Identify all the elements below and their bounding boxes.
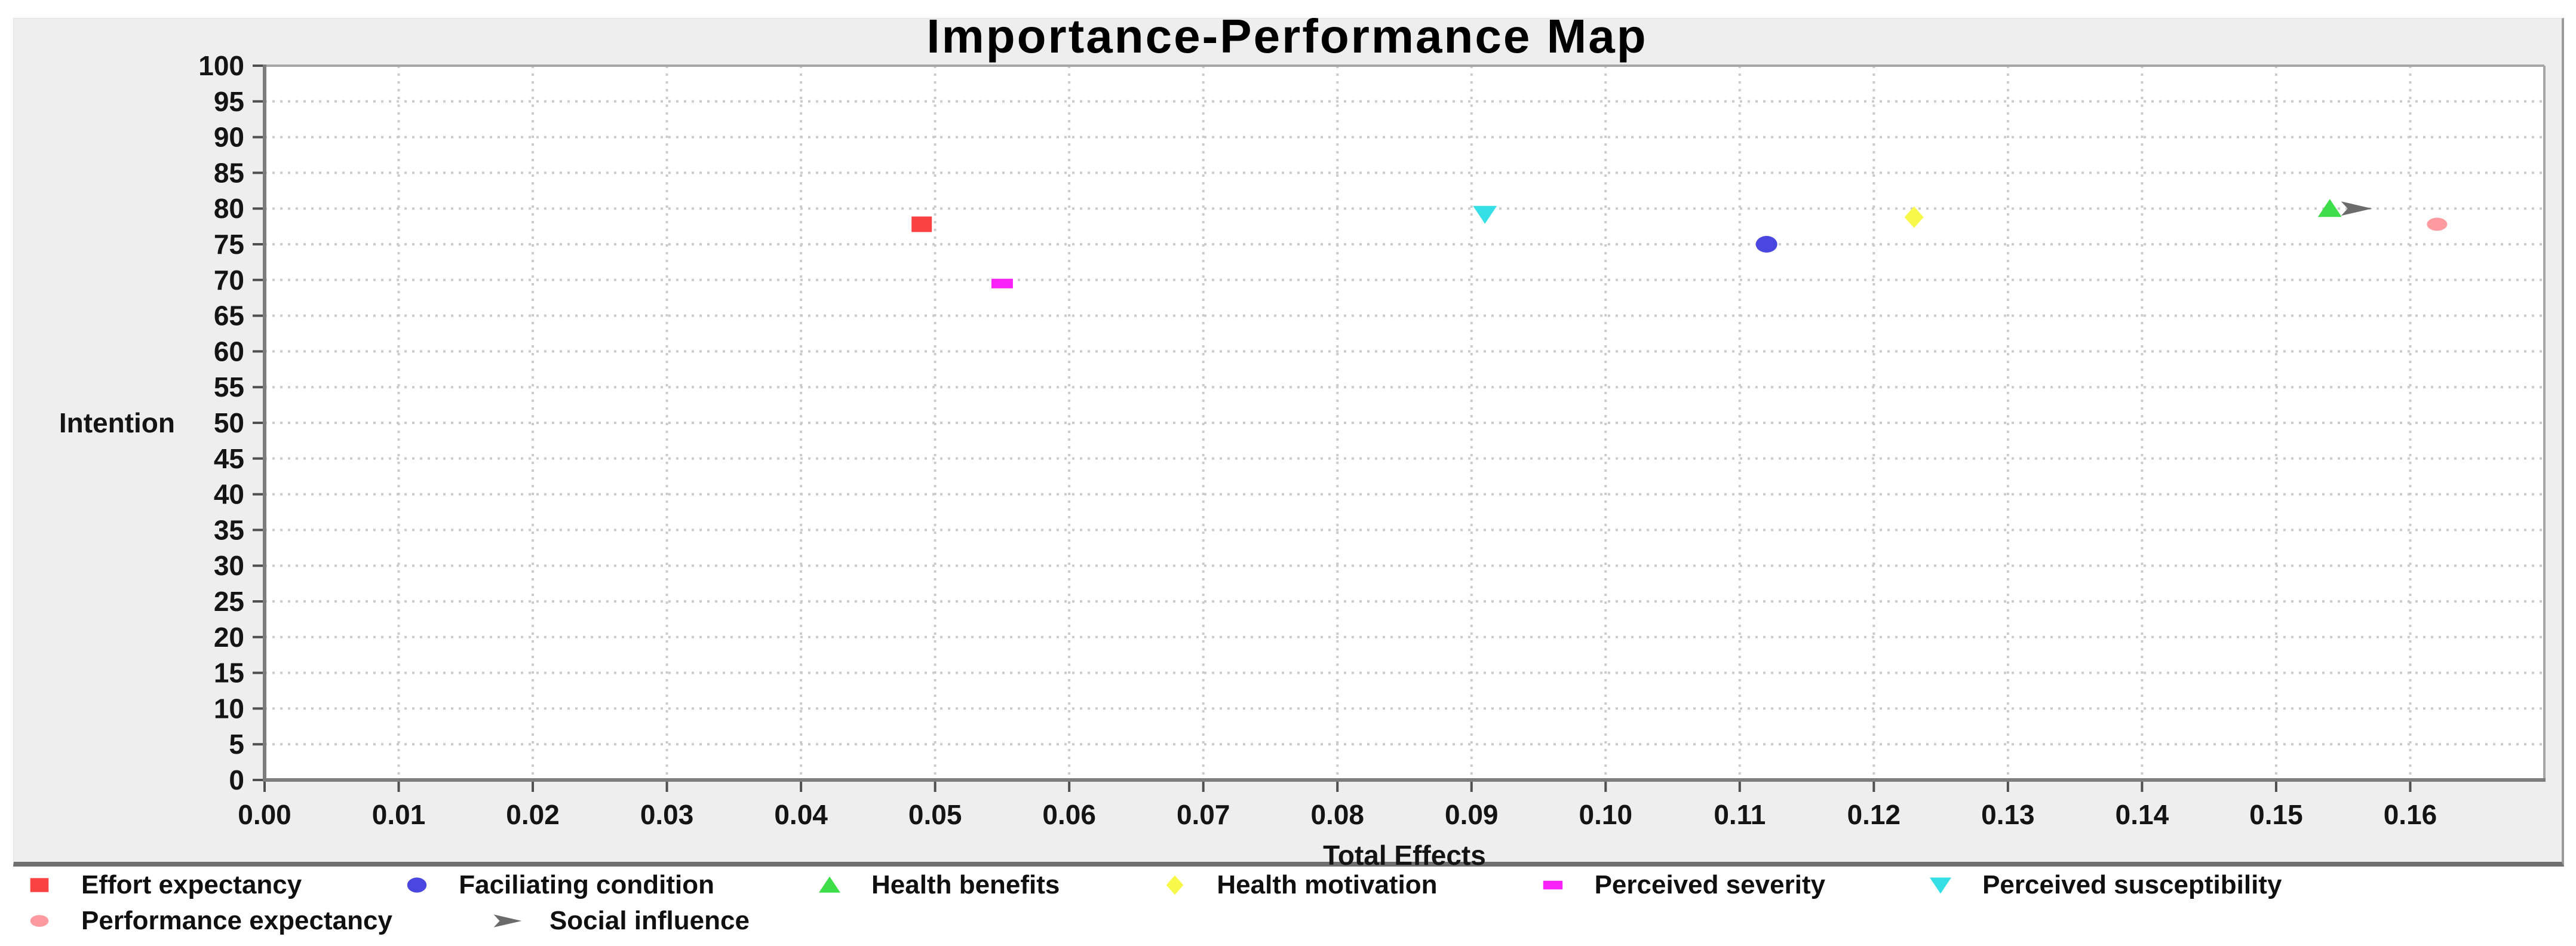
y-tick-label: 40	[214, 479, 244, 510]
chart-title: Importance-Performance Map	[926, 10, 1648, 63]
point-perceived-susceptibility: Perceived susceptibility (0.091, 79.2)	[1473, 205, 1497, 224]
legend-item-health-motivation: Health motivation	[1158, 870, 1438, 901]
legend-row: Effort expectancy Faciliating condition He…	[23, 870, 2555, 901]
y-tick-label: 35	[214, 514, 244, 545]
legend-label: Effort expectancy	[81, 870, 302, 899]
x-tick-label: 0.16	[2384, 799, 2437, 830]
legend-row: Performance expectancy Social influence	[23, 905, 2555, 936]
x-tick-label: 0.07	[1177, 799, 1230, 830]
x-tick-label: 0.02	[506, 799, 560, 830]
legend-item-performance-expectancy: Performance expectancy	[23, 905, 392, 936]
x-tick-label: 0.09	[1445, 799, 1499, 830]
y-tick-label: 65	[214, 300, 244, 331]
x-tick-label: 0.01	[372, 799, 426, 830]
x-tick-label: 0.14	[2116, 799, 2169, 830]
y-tick-label: 15	[214, 658, 244, 689]
y-tick-label: 0	[229, 764, 244, 796]
y-tick-label: 50	[214, 407, 244, 438]
legend-item-social-influence: Social influence	[491, 905, 750, 936]
legend-label: Performance expectancy	[81, 906, 392, 935]
y-tick-label: 60	[214, 336, 244, 367]
arrow-right-marker-icon	[493, 914, 522, 927]
y-tick-label: 85	[214, 157, 244, 188]
legend-label: Perceived susceptibility	[1982, 870, 2282, 899]
triangle-down-marker-icon	[1930, 877, 1952, 894]
triangle-up-marker-icon	[819, 876, 841, 893]
legend-label: Perceived severity	[1594, 870, 1826, 899]
x-tick-label: 0.05	[908, 799, 962, 830]
small-circle-marker-icon	[30, 915, 49, 927]
y-tick-label: 100	[198, 50, 244, 81]
y-tick-label: 20	[214, 622, 244, 653]
y-tick-label: 75	[214, 229, 244, 260]
x-tick-label: 0.10	[1579, 799, 1633, 830]
legend-item-perceived-severity: Perceived severity	[1536, 870, 1826, 901]
y-tick-label: 10	[214, 693, 244, 724]
x-tick-label: 0.08	[1310, 799, 1364, 830]
x-axis-title: Total Effects	[1323, 840, 1486, 871]
square-marker-icon	[30, 878, 49, 892]
point-faciliating-condition: Faciliating condition (0.112, 75)	[1755, 236, 1777, 253]
legend-item-perceived-susceptibility: Perceived susceptibility	[1924, 870, 2282, 901]
point-health-benefits: Health benefits (0.154, 80)	[2317, 199, 2342, 217]
y-tick-label: 80	[214, 193, 244, 224]
legend-item-health-benefits: Health benefits	[813, 870, 1060, 901]
y-axis-title: Intention	[59, 407, 175, 438]
y-tick-label: 30	[214, 550, 244, 581]
legend-item-faciliating-condition: Faciliating condition	[400, 870, 714, 901]
plot-background	[265, 66, 2544, 780]
diamond-marker-icon	[1166, 875, 1184, 895]
x-tick-label: 0.11	[1714, 799, 1766, 830]
legend-label: Social influence	[549, 906, 750, 935]
legend-label: Faciliating condition	[459, 870, 715, 899]
y-tick-label: 45	[214, 443, 244, 474]
x-tick-label: 0.04	[774, 799, 828, 830]
x-tick-label: 0.13	[1981, 799, 2035, 830]
legend: Effort expectancy Faciliating condition He…	[23, 870, 2555, 936]
y-tick-label: 55	[214, 371, 244, 403]
flat-square-marker-icon	[1543, 880, 1562, 890]
x-tick-label: 0.06	[1042, 799, 1096, 830]
point-performance-expectancy: Performance expectancy (0.162, 77.8)	[2427, 217, 2448, 231]
point-social-influence: Social influence (0.156, 80)	[2341, 201, 2372, 216]
y-tick-label: 5	[229, 729, 244, 760]
circle-marker-icon	[407, 877, 427, 893]
legend-label: Health benefits	[871, 870, 1060, 899]
y-tick-label: 25	[214, 586, 244, 617]
y-tick-label: 95	[214, 86, 244, 117]
y-tick-label: 70	[214, 265, 244, 296]
x-tick-label: 0.15	[2249, 799, 2303, 830]
point-perceived-severity: Perceived severity (0.055, 69.5)	[991, 278, 1013, 288]
x-tick-label: 0.03	[640, 799, 694, 830]
x-tick-label: 0.12	[1847, 799, 1901, 830]
x-tick-label: 0.00	[238, 799, 291, 830]
y-tick-label: 90	[214, 122, 244, 153]
point-health-motivation: Health motivation (0.123, 78.8)	[1904, 206, 1924, 228]
point-effort-expectancy: Effort expectancy (0.049, 77.8)	[911, 216, 932, 232]
legend-item-effort-expectancy: Effort expectancy	[23, 870, 302, 901]
legend-label: Health motivation	[1217, 870, 1438, 899]
